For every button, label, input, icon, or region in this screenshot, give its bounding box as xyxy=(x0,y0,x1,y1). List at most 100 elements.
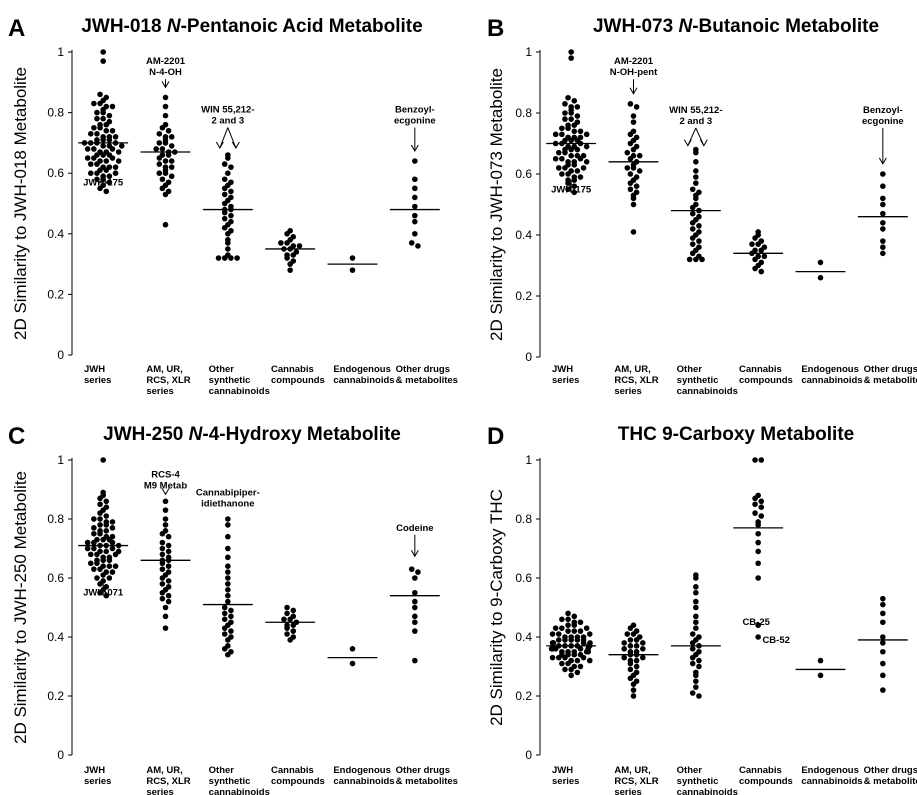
category-label-line: cannabinoids xyxy=(209,787,270,795)
annotation-label: Cannabipiper-idiethanone xyxy=(196,487,260,509)
data-point xyxy=(225,533,231,540)
data-point xyxy=(225,581,231,587)
data-point xyxy=(640,646,646,652)
data-point xyxy=(162,103,169,110)
data-point xyxy=(159,530,166,537)
annotation-line: idiethanone xyxy=(201,498,254,509)
data-point xyxy=(94,161,100,167)
data-point xyxy=(97,522,103,528)
data-point xyxy=(689,250,696,257)
data-point xyxy=(817,672,824,679)
data-point xyxy=(565,660,571,667)
data-point xyxy=(565,180,571,186)
data-point xyxy=(109,545,116,552)
data-point xyxy=(630,229,637,235)
panel-title: JWH-073 N-Butanoic Metabolite xyxy=(593,16,879,37)
data-point xyxy=(156,131,163,137)
annotation-line: JWH-175 xyxy=(83,177,124,188)
data-point xyxy=(221,215,228,222)
data-point xyxy=(627,101,634,107)
data-point xyxy=(549,654,556,661)
category-label-line: series xyxy=(552,375,579,386)
data-point xyxy=(162,170,169,176)
data-point xyxy=(115,548,122,555)
y-tick-label: 0.2 xyxy=(47,689,64,703)
data-point xyxy=(287,261,293,267)
category-label: Other drugs& metabolites xyxy=(396,765,458,787)
data-point xyxy=(412,598,418,605)
data-point xyxy=(225,522,231,528)
annotation-label: WIN 55,212-2 and 3 xyxy=(669,105,722,127)
data-point xyxy=(100,143,106,149)
data-point xyxy=(91,100,97,107)
panel-a: A JWH-018 N-Pentanoic Acid Metabolite 2D S… xyxy=(8,15,458,397)
data-point xyxy=(94,109,100,116)
data-point xyxy=(228,607,234,614)
data-point xyxy=(215,255,222,261)
data-point xyxy=(281,616,287,623)
data-point xyxy=(103,592,110,599)
data-point xyxy=(565,622,571,628)
category-label: Other synthetic cannabinoids xyxy=(677,765,738,795)
data-point xyxy=(349,646,356,652)
annotation-line: JWH-071 xyxy=(83,588,124,599)
data-point xyxy=(159,560,166,567)
data-point xyxy=(118,143,125,149)
data-point xyxy=(633,657,640,664)
data-point xyxy=(109,525,116,531)
data-point xyxy=(290,628,297,634)
data-point xyxy=(159,581,166,587)
data-point xyxy=(630,119,637,125)
data-point xyxy=(880,201,886,208)
data-point xyxy=(880,648,886,655)
data-point xyxy=(225,155,231,161)
data-point xyxy=(559,660,565,667)
data-point xyxy=(412,619,418,626)
y-tick-label: 0.8 xyxy=(47,512,64,526)
data-point xyxy=(412,231,418,237)
category-label-line: JWH xyxy=(84,364,105,375)
category-label-line: Other xyxy=(209,364,235,375)
data-point xyxy=(412,158,418,164)
data-point xyxy=(412,613,418,620)
data-point xyxy=(880,601,886,608)
title-part: JWH-018 xyxy=(81,16,167,37)
data-point xyxy=(106,112,113,119)
data-point xyxy=(91,155,97,161)
annotation-arrowhead xyxy=(161,81,170,89)
panel-b: B JWH-073 N-Butanoic Metabolite 2D Similar… xyxy=(487,15,917,397)
data-point xyxy=(221,176,228,183)
data-point xyxy=(100,152,106,158)
data-point xyxy=(621,646,627,652)
data-point xyxy=(880,195,886,202)
annotation-arrowhead xyxy=(231,141,240,149)
data-point xyxy=(225,170,231,176)
data-point xyxy=(571,98,578,104)
data-point xyxy=(686,256,693,263)
panel-title: THC 9-Carboxy Metabolite xyxy=(618,424,854,445)
data-point xyxy=(562,149,568,156)
title-part: N xyxy=(189,424,204,445)
data-point xyxy=(633,643,640,649)
data-point xyxy=(408,240,415,246)
data-point xyxy=(225,587,231,593)
data-point xyxy=(568,116,574,122)
data-point xyxy=(165,542,172,549)
category-label: Cannabis compounds xyxy=(739,765,793,787)
data-point xyxy=(103,127,110,134)
data-point xyxy=(880,634,886,640)
data-point xyxy=(225,575,231,581)
category-label-line: synthetic xyxy=(677,776,719,787)
data-point xyxy=(633,183,640,189)
data-point xyxy=(696,238,702,244)
category-label: Endogenous cannabinoids xyxy=(801,364,862,386)
annotation-arrowhead xyxy=(878,157,887,165)
annotation-line: N-4-OH xyxy=(149,67,182,78)
category-label: Other drugs& metabolites xyxy=(864,765,917,787)
data-point xyxy=(749,241,755,247)
annotation-line: 2 and 3 xyxy=(211,116,244,127)
data-point xyxy=(168,164,175,170)
data-point xyxy=(159,539,166,546)
y-tick-label: 1 xyxy=(57,453,64,467)
annotation-arrowhead xyxy=(410,144,419,153)
